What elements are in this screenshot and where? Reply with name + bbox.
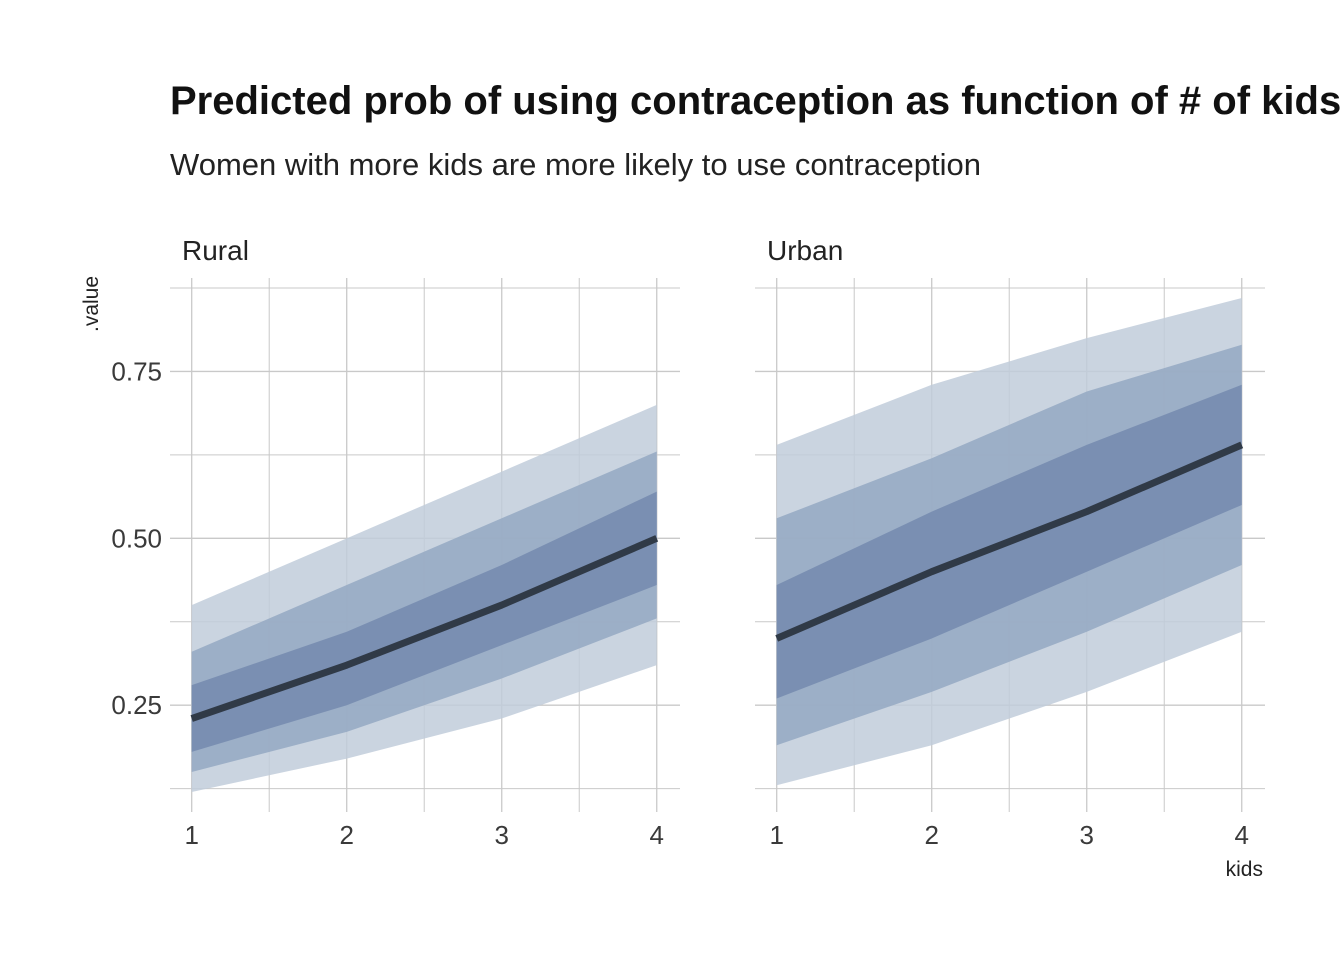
x-axis-title: kids	[1226, 858, 1263, 881]
median-line	[775, 441, 1244, 642]
y-tick-label: 0.75	[111, 356, 162, 386]
median-line	[190, 535, 659, 722]
facet-panel-urban: Urban 1 2 3 4	[755, 235, 1265, 850]
y-tick-label: 0.50	[111, 523, 162, 553]
x-tick-label: 1	[769, 820, 783, 850]
facet-label-urban: Urban	[767, 235, 843, 266]
x-tick-label: 3	[1079, 820, 1093, 850]
interval-band-inner	[191, 491, 657, 752]
x-tick-label: 3	[494, 820, 508, 850]
x-tick-label: 2	[924, 820, 938, 850]
x-tick-label: 4	[1235, 820, 1249, 850]
y-tick-label: 0.25	[111, 690, 162, 720]
x-tick-label: 1	[184, 820, 198, 850]
x-tick-label: 4	[650, 820, 664, 850]
facet-label-rural: Rural	[182, 235, 249, 266]
chart-subtitle: Women with more kids are more likely to …	[170, 147, 981, 182]
facet-panel-rural: Rural 1 2 3 4 0.25 0.50 0.75	[111, 235, 680, 850]
x-tick-label: 2	[339, 820, 353, 850]
y-axis-title: .value	[80, 276, 103, 332]
chart-title: Predicted prob of using contraception as…	[170, 79, 1341, 123]
